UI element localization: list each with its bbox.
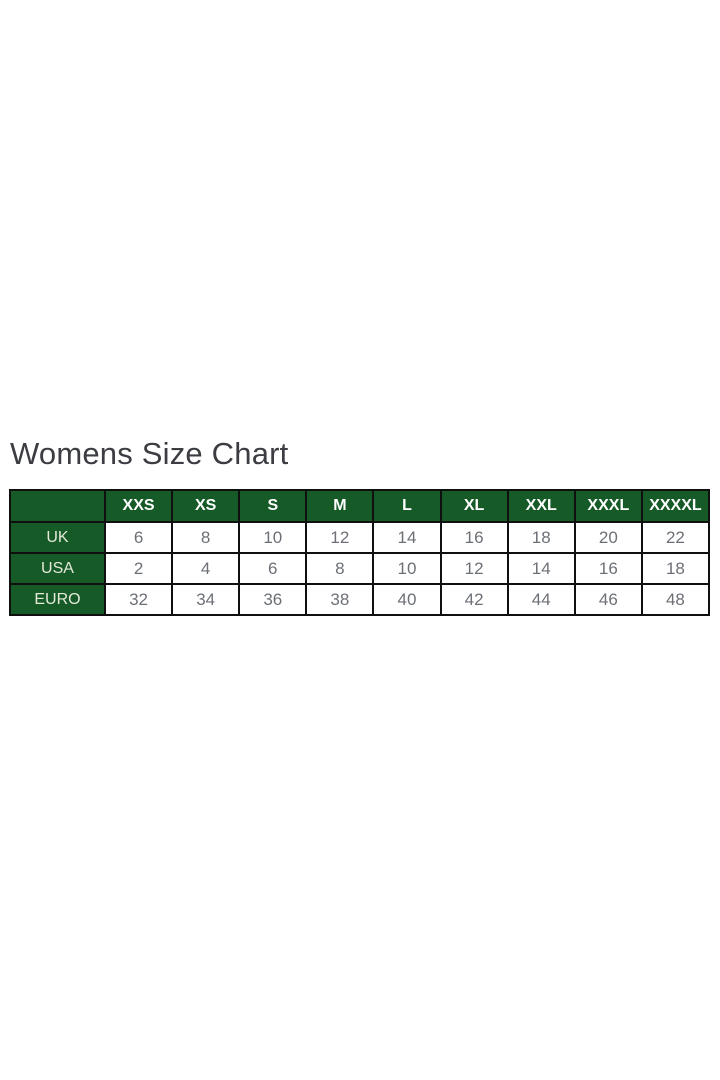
size-value-cell: 16 <box>573 552 643 585</box>
row-label: USA <box>9 552 106 585</box>
size-value-cell: 20 <box>573 521 643 554</box>
size-value-cell: 8 <box>305 552 375 585</box>
size-column-header: XXXXL <box>640 489 711 523</box>
size-chart-table: XXS XS S M L XL XXL XXXL XXXXL UK 6 8 10 12 14 16 18 20 2… <box>9 489 711 616</box>
size-value-cell: 32 <box>103 583 174 616</box>
size-value-cell: 8 <box>171 521 241 554</box>
size-value-cell: 14 <box>372 521 442 554</box>
size-column-header: XXL <box>506 489 576 523</box>
size-value-cell: 46 <box>573 583 643 616</box>
size-column-header: XL <box>439 489 509 523</box>
size-value-cell: 38 <box>305 583 375 616</box>
header-row: XXS XS S M L XL XXL XXXL XXXXL <box>9 489 711 523</box>
table-row: UK 6 8 10 12 14 16 18 20 22 <box>9 521 711 554</box>
size-value-cell: 44 <box>506 583 576 616</box>
size-value-cell: 18 <box>640 552 711 585</box>
size-value-cell: 12 <box>439 552 509 585</box>
size-value-cell: 12 <box>305 521 375 554</box>
size-value-cell: 48 <box>640 583 711 616</box>
size-value-cell: 22 <box>640 521 711 554</box>
size-column-header: M <box>305 489 375 523</box>
size-value-cell: 6 <box>103 521 174 554</box>
size-value-cell: 10 <box>372 552 442 585</box>
size-column-header: S <box>238 489 308 523</box>
size-value-cell: 42 <box>439 583 509 616</box>
page-title: Womens Size Chart <box>10 436 289 471</box>
size-column-header: XS <box>171 489 241 523</box>
size-value-cell: 6 <box>238 552 308 585</box>
table-row: EURO 32 34 36 38 40 42 44 46 48 <box>9 583 711 616</box>
size-value-cell: 34 <box>171 583 241 616</box>
size-column-header: XXXL <box>573 489 643 523</box>
row-label: EURO <box>9 583 106 616</box>
size-value-cell: 4 <box>171 552 241 585</box>
size-value-cell: 2 <box>103 552 174 585</box>
size-value-cell: 14 <box>506 552 576 585</box>
size-value-cell: 16 <box>439 521 509 554</box>
size-value-cell: 18 <box>506 521 576 554</box>
table-row: USA 2 4 6 8 10 12 14 16 18 <box>9 552 711 585</box>
size-value-cell: 10 <box>238 521 308 554</box>
size-column-header: XXS <box>103 489 174 523</box>
corner-cell <box>9 489 106 523</box>
size-value-cell: 40 <box>372 583 442 616</box>
row-label: UK <box>9 521 106 554</box>
size-column-header: L <box>372 489 442 523</box>
size-value-cell: 36 <box>238 583 308 616</box>
